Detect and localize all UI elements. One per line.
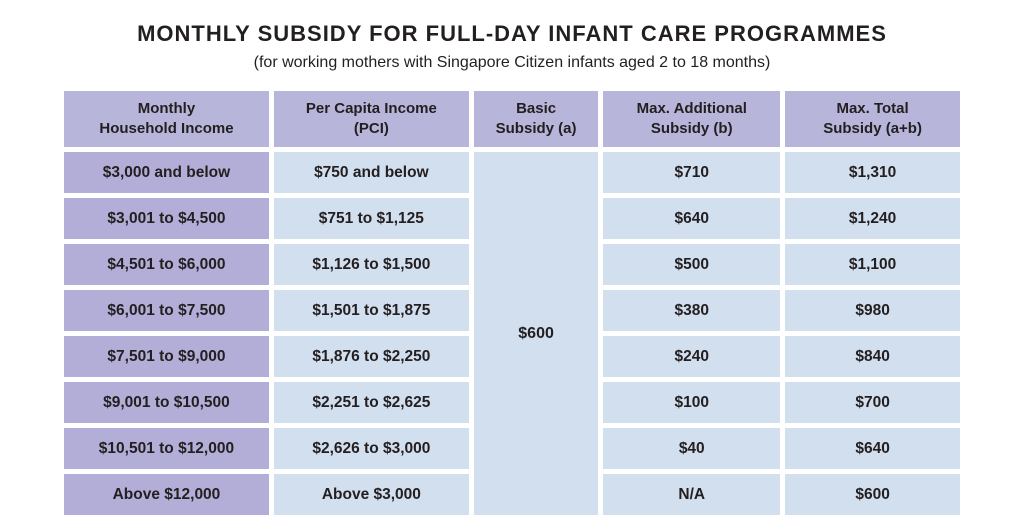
cell-pci: Above $3,000: [273, 474, 469, 515]
cell-pci: $1,501 to $1,875: [273, 290, 469, 331]
cell-household-income: $3,000 and below: [64, 152, 269, 193]
cell-max-total-subsidy: $840: [785, 336, 960, 377]
cell-household-income: $6,001 to $7,500: [64, 290, 269, 331]
cell-household-income: Above $12,000: [64, 474, 269, 515]
header-row: Monthly Household Income Per Capita Income…: [64, 91, 960, 147]
cell-household-income: $10,501 to $12,000: [64, 428, 269, 469]
cell-max-additional-subsidy: $100: [603, 382, 781, 423]
cell-max-total-subsidy: $1,240: [785, 198, 960, 239]
cell-pci: $2,626 to $3,000: [273, 428, 469, 469]
cell-household-income: $7,501 to $9,000: [64, 336, 269, 377]
subsidy-table: Monthly Household Income Per Capita Income…: [59, 86, 965, 520]
cell-max-additional-subsidy: $640: [603, 198, 781, 239]
table-row: $4,501 to $6,000 $1,126 to $1,500 $500 $1,1…: [64, 244, 960, 285]
column-header-pci: Per Capita Income (PCI): [273, 91, 469, 147]
cell-pci: $751 to $1,125: [273, 198, 469, 239]
column-header-max-total-subsidy: Max. Total Subsidy (a+b): [785, 91, 960, 147]
cell-max-additional-subsidy: $710: [603, 152, 781, 193]
cell-basic-subsidy: $600: [473, 152, 599, 515]
table-row: $9,001 to $10,500 $2,251 to $2,625 $100 $70…: [64, 382, 960, 423]
table-row: Above $12,000 Above $3,000 N/A $600: [64, 474, 960, 515]
cell-max-total-subsidy: $1,100: [785, 244, 960, 285]
cell-max-total-subsidy: $600: [785, 474, 960, 515]
chart-subtitle: (for working mothers with Singapore Citi…: [253, 54, 771, 71]
table-row: $10,501 to $12,000 $2,626 to $3,000 $40 $64…: [64, 428, 960, 469]
cell-household-income: $4,501 to $6,000: [64, 244, 269, 285]
table-row: $3,000 and below $750 and below $600 $710 $1…: [64, 152, 960, 515]
cell-max-additional-subsidy: $380: [603, 290, 781, 331]
cell-pci: $1,876 to $2,250: [273, 336, 469, 377]
cell-pci: $750 and below: [273, 152, 469, 193]
column-header-max-additional-subsidy: Max. Additional Subsidy (b): [603, 91, 781, 147]
cell-max-total-subsidy: $640: [785, 428, 960, 469]
cell-max-additional-subsidy: N/A: [603, 474, 781, 515]
cell-household-income: $3,001 to $4,500: [64, 198, 269, 239]
cell-pci: $1,126 to $1,500: [273, 244, 469, 285]
table-row: $3,001 to $4,500 $751 to $1,125 $640 $1,240: [64, 198, 960, 239]
column-header-basic-subsidy: Basic Subsidy (a): [473, 91, 599, 147]
table-row: $7,501 to $9,000 $1,876 to $2,250 $240 $840: [64, 336, 960, 377]
cell-max-total-subsidy: $980: [785, 290, 960, 331]
cell-max-total-subsidy: $1,310: [785, 152, 960, 193]
chart-title: MONTHLY SUBSIDY FOR FULL-DAY INFANT CARE…: [137, 21, 887, 46]
table-row: $6,001 to $7,500 $1,501 to $1,875 $380 $980: [64, 290, 960, 331]
cell-max-additional-subsidy: $500: [603, 244, 781, 285]
cell-max-additional-subsidy: $40: [603, 428, 781, 469]
column-header-household-income: Monthly Household Income: [64, 91, 269, 147]
cell-pci: $2,251 to $2,625: [273, 382, 469, 423]
cell-max-total-subsidy: $700: [785, 382, 960, 423]
cell-household-income: $9,001 to $10,500: [64, 382, 269, 423]
cell-max-additional-subsidy: $240: [603, 336, 781, 377]
